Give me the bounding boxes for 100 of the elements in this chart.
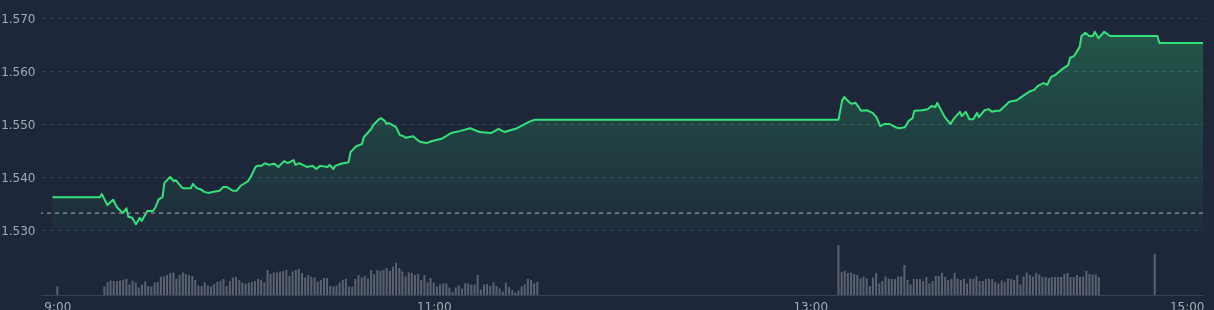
bar <box>984 279 987 295</box>
bar <box>316 281 319 295</box>
bar <box>972 279 975 295</box>
bar <box>178 275 181 295</box>
bar <box>125 279 128 295</box>
bar <box>467 283 470 295</box>
bar <box>304 277 307 295</box>
bar <box>530 280 533 295</box>
bar <box>1153 254 1156 295</box>
bar <box>966 283 969 295</box>
bar <box>407 272 410 295</box>
bar <box>504 282 507 295</box>
bar <box>1050 277 1053 295</box>
bar <box>959 280 962 295</box>
y-tick-label: 1.530 <box>1 223 36 238</box>
bar <box>903 265 906 295</box>
bar <box>250 282 253 295</box>
bar <box>1031 276 1034 295</box>
bar <box>1078 277 1081 295</box>
bar <box>856 275 859 295</box>
bar <box>859 278 862 295</box>
bar <box>994 282 997 295</box>
bar <box>536 282 539 295</box>
bar <box>222 279 225 295</box>
bar <box>1025 272 1028 295</box>
bar <box>435 286 438 295</box>
bar <box>461 288 463 295</box>
bar <box>429 278 432 295</box>
bar <box>241 282 244 295</box>
bar <box>871 277 874 295</box>
bar <box>263 282 266 295</box>
bar <box>388 271 391 295</box>
bar <box>385 268 388 295</box>
bar <box>335 285 338 295</box>
bar <box>354 279 357 295</box>
bar <box>486 284 489 295</box>
bar <box>483 284 486 295</box>
bar <box>1091 274 1094 295</box>
bar <box>122 280 125 295</box>
bar <box>1060 277 1063 295</box>
bar <box>997 283 1000 295</box>
bar <box>294 270 297 295</box>
bar <box>253 281 256 295</box>
bar <box>56 286 59 295</box>
bar <box>520 286 523 295</box>
bar <box>1053 277 1056 295</box>
x-tick-label: 9:00 <box>44 299 72 310</box>
bar <box>1022 276 1025 295</box>
bar <box>360 277 363 295</box>
bar <box>141 284 143 295</box>
bar <box>941 273 943 295</box>
x-tick-label: 11:00 <box>416 299 452 310</box>
bar <box>947 280 950 295</box>
bar <box>893 279 896 295</box>
bar <box>1097 277 1100 295</box>
bar <box>379 271 382 295</box>
bar <box>457 285 460 295</box>
bar <box>1006 278 1009 295</box>
bar <box>307 275 310 295</box>
bar <box>257 279 260 295</box>
bar <box>890 279 893 295</box>
bar <box>417 274 420 295</box>
bar <box>144 281 147 295</box>
bar <box>850 272 853 295</box>
bar <box>470 284 473 295</box>
bar <box>194 280 197 295</box>
bar <box>269 274 272 295</box>
bar <box>963 279 966 295</box>
bar <box>843 271 846 295</box>
bar <box>906 280 909 295</box>
bar <box>978 281 981 295</box>
bar <box>1085 271 1088 295</box>
bar <box>451 292 454 295</box>
bar <box>489 286 492 295</box>
bar <box>1010 279 1013 295</box>
bar <box>865 278 868 295</box>
bar <box>853 274 856 295</box>
bar <box>382 270 385 295</box>
y-tick-label: 1.560 <box>1 64 36 79</box>
bar <box>495 286 498 295</box>
bar <box>181 272 184 295</box>
bar <box>219 281 222 295</box>
bar <box>184 274 187 295</box>
bar <box>147 286 150 295</box>
bar <box>975 276 978 295</box>
bar <box>363 276 366 295</box>
bar <box>918 279 921 295</box>
bar <box>332 286 335 295</box>
bar <box>1041 277 1044 295</box>
bar <box>1000 280 1003 295</box>
bar <box>464 283 467 295</box>
bar <box>228 281 231 295</box>
bar <box>1063 274 1066 295</box>
bar <box>846 273 849 295</box>
bar <box>278 271 281 295</box>
bar <box>115 281 118 295</box>
bar <box>275 272 278 295</box>
bar <box>103 286 106 295</box>
bar <box>313 277 316 295</box>
bar <box>106 282 109 295</box>
